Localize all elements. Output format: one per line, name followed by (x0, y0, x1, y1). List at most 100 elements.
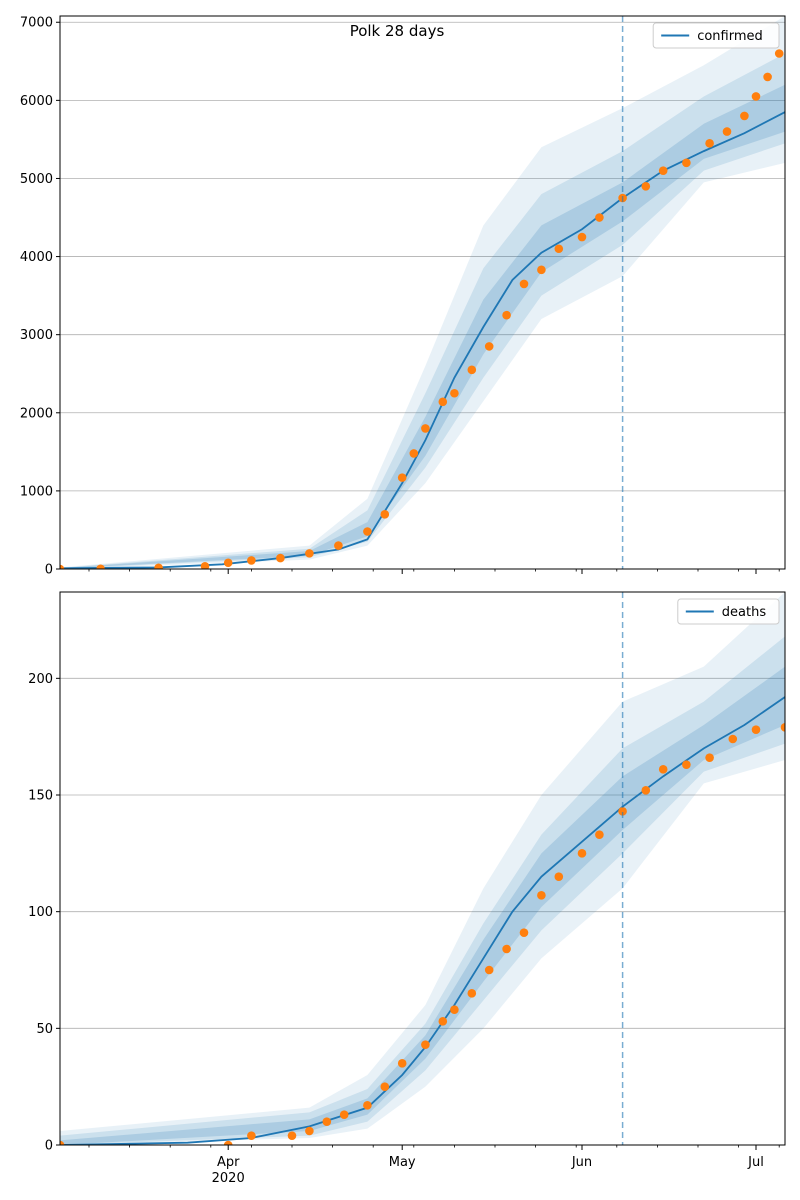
chart-panel-1: 0 1000 2000 3000 4000 5000 6000 7000 Polk 28 day… (20, 15, 786, 578)
observed-point (519, 928, 529, 937)
ytick-label: 200 (28, 672, 53, 687)
observed-point (305, 549, 314, 558)
observed-point (641, 181, 651, 191)
plot-frame (59, 591, 786, 1146)
observed-point (409, 449, 419, 458)
series-line-deaths (60, 696, 785, 1145)
ytick-label: 3000 (20, 328, 53, 343)
observed-point (380, 510, 390, 519)
ytick-label: 0 (45, 563, 53, 578)
observed-point (537, 891, 546, 900)
observed-point (519, 279, 529, 289)
ytick-label: 2000 (20, 406, 53, 421)
observed-point (751, 725, 761, 734)
observed-point (450, 1005, 459, 1014)
observed-point (60, 1140, 65, 1145)
observed-point (322, 1117, 332, 1126)
ytick-label: 5000 (20, 172, 53, 187)
observed-point (763, 72, 772, 82)
observed-point (334, 541, 343, 550)
observed-point (438, 397, 448, 407)
observed-point (502, 310, 511, 320)
chart-panel-2: 0 50 100 150 200 Apr May Jun Jul 2020 deaths (28, 591, 786, 1186)
observed-point (467, 989, 477, 998)
ytick-label: 4000 (20, 250, 53, 265)
observed-point (450, 388, 459, 398)
observed-point (577, 849, 587, 858)
observed-point (751, 92, 761, 101)
legend: confirmed (652, 22, 780, 49)
confidence-band-outer (60, 16, 785, 569)
legend-box (652, 22, 780, 49)
observed-point (740, 111, 749, 121)
observed-point (247, 556, 256, 565)
observed-point (276, 553, 285, 563)
observed-point (537, 265, 546, 275)
observed-point (774, 49, 784, 58)
observed-point (96, 564, 105, 569)
observed-point (223, 558, 233, 568)
observed-point (438, 1017, 448, 1026)
observed-point (363, 527, 372, 536)
observed-point (154, 563, 163, 569)
observed-point (421, 424, 430, 433)
observed-point (682, 760, 691, 769)
observed-point (60, 564, 65, 569)
observed-point (421, 1040, 430, 1049)
observed-point (658, 765, 668, 774)
observed-point (200, 561, 210, 569)
observed-point (287, 1131, 297, 1140)
plot-area (60, 16, 785, 569)
confidence-band-inner (60, 84, 785, 569)
ytick-label: 6000 (20, 94, 53, 109)
observed-point (484, 965, 494, 975)
observed-point (397, 1059, 407, 1068)
observed-point (363, 1101, 372, 1110)
legend-label: confirmed (697, 29, 763, 44)
observed-point (339, 1110, 349, 1119)
observed-point (247, 1131, 256, 1140)
observed-point (618, 807, 627, 816)
ytick-label: 1000 (20, 484, 53, 499)
ytick-label: 0 (45, 1139, 53, 1154)
observed-point (641, 786, 651, 795)
ytick-label: 150 (28, 789, 53, 804)
legend-box (677, 598, 780, 625)
observed-point (682, 158, 691, 168)
xaxis-year-label: 2020 (212, 1171, 245, 1186)
observed-point (595, 830, 604, 839)
observed-point (502, 944, 511, 954)
ytick-label: 100 (28, 905, 53, 920)
observed-point (467, 365, 477, 375)
xtick-label: Jun (571, 1155, 592, 1170)
confidence-band-middle (60, 53, 785, 569)
observed-point (484, 342, 494, 351)
observed-point (397, 473, 407, 482)
observed-point (722, 127, 732, 136)
xtick-label: May (389, 1155, 416, 1170)
xtick-label: Jul (747, 1155, 764, 1170)
observed-point (554, 872, 564, 881)
observed-point (705, 753, 714, 762)
plot-frame (59, 15, 786, 570)
observed-point (223, 1140, 233, 1145)
observed-point (728, 734, 738, 744)
observed-point (658, 166, 668, 175)
xtick-label: Apr (217, 1155, 240, 1170)
series-line-confirmed (60, 111, 785, 569)
observed-point (380, 1082, 390, 1091)
confidence-band-outer (60, 592, 785, 1145)
observed-point (595, 213, 604, 222)
observed-point (554, 244, 564, 254)
observed-point (705, 139, 714, 148)
ytick-label: 7000 (20, 16, 53, 31)
legend-label: deaths (722, 605, 767, 620)
ytick-label: 50 (36, 1022, 53, 1037)
observed-point (577, 232, 587, 242)
legend: deaths (677, 598, 780, 625)
observed-point (780, 723, 785, 732)
observed-point (305, 1126, 314, 1136)
plot-area (60, 592, 785, 1145)
chart-title: Polk 28 days (350, 22, 445, 40)
